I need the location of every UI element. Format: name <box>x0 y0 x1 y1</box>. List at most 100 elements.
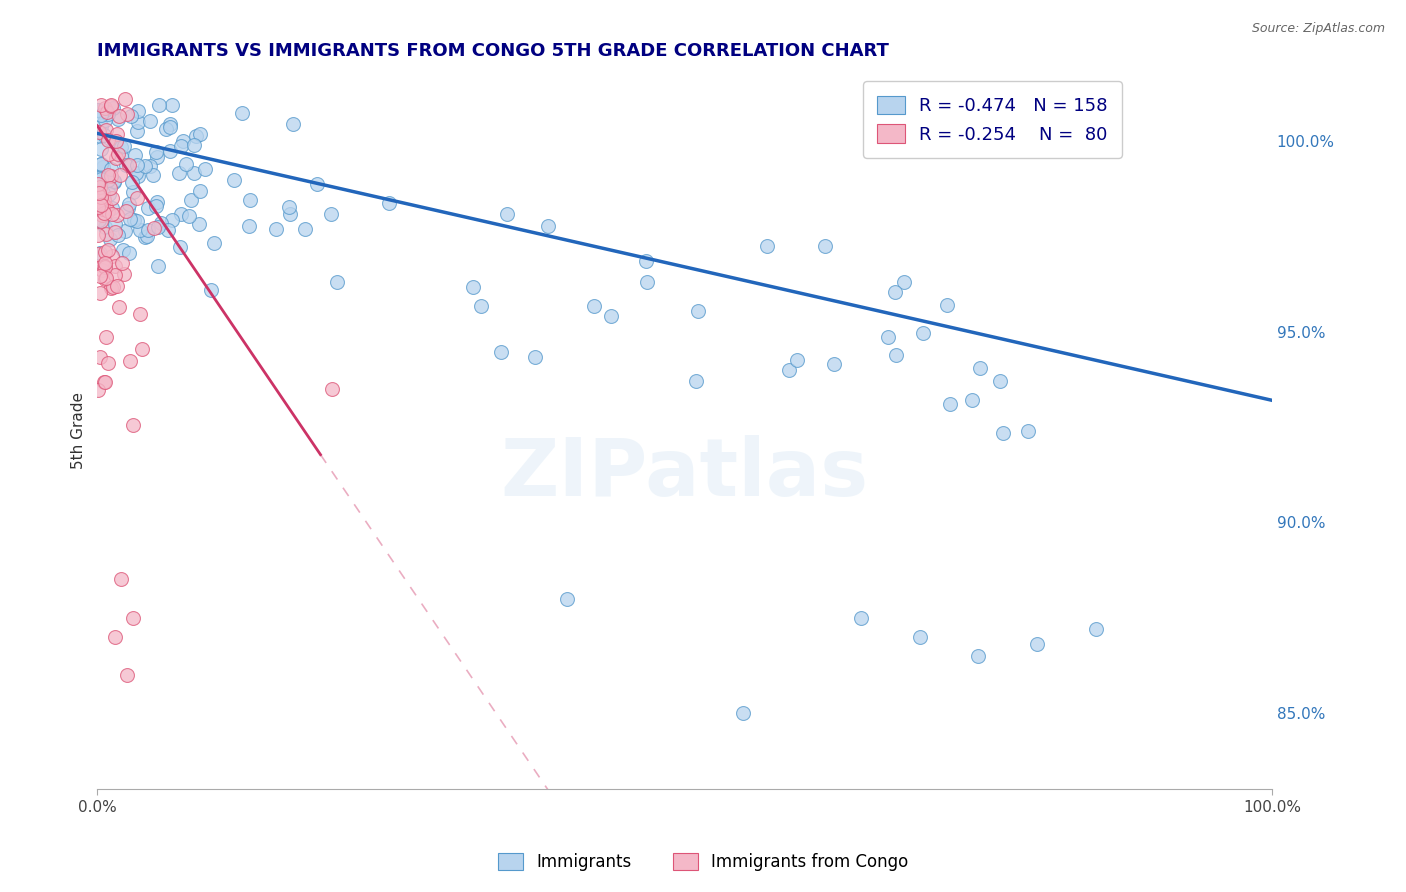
Point <box>120 109 142 123</box>
Point <box>278 200 301 214</box>
Point <box>893 275 915 289</box>
Point <box>127 104 149 119</box>
Point <box>111 243 134 257</box>
Point <box>139 114 162 128</box>
Point <box>101 280 124 294</box>
Point <box>89 179 111 194</box>
Point <box>555 591 578 606</box>
Point <box>90 157 112 171</box>
Y-axis label: 5th Grade: 5th Grade <box>72 392 86 469</box>
Point <box>321 207 343 221</box>
Point <box>104 217 127 231</box>
Point <box>93 189 115 203</box>
Point <box>94 245 117 260</box>
Point <box>125 158 148 172</box>
Point <box>89 103 111 118</box>
Point <box>156 223 179 237</box>
Point <box>115 106 138 120</box>
Point <box>112 267 135 281</box>
Point <box>91 208 114 222</box>
Point <box>238 194 260 208</box>
Point <box>94 270 117 285</box>
Point <box>114 92 136 106</box>
Point <box>111 256 134 270</box>
Point <box>124 147 146 161</box>
Point <box>686 304 709 318</box>
Point <box>90 98 112 112</box>
Point <box>87 246 110 260</box>
Point <box>94 219 117 234</box>
Point <box>146 260 169 274</box>
Point <box>122 186 145 200</box>
Point <box>118 246 141 260</box>
Point <box>98 181 121 195</box>
Point <box>134 230 156 244</box>
Point <box>87 125 110 139</box>
Point <box>969 360 991 375</box>
Point <box>537 219 560 234</box>
Point <box>108 168 131 182</box>
Point <box>98 187 121 202</box>
Point <box>117 158 139 172</box>
Point <box>814 239 837 253</box>
Point <box>100 281 122 295</box>
Point <box>90 170 112 185</box>
Point <box>121 610 143 624</box>
Point <box>1026 637 1049 651</box>
Point <box>91 186 114 200</box>
Point <box>89 351 111 365</box>
Point <box>93 193 115 207</box>
Point <box>908 630 931 644</box>
Point <box>96 169 118 184</box>
Point <box>91 196 114 211</box>
Point <box>91 258 114 272</box>
Point <box>87 213 110 227</box>
Point <box>90 120 112 134</box>
Point <box>463 280 485 294</box>
Point <box>86 188 108 202</box>
Point <box>94 103 117 117</box>
Point <box>756 238 779 252</box>
Point <box>170 207 193 221</box>
Point <box>134 159 156 173</box>
Point <box>127 169 149 183</box>
Point <box>110 149 132 163</box>
Point <box>101 207 124 221</box>
Point <box>278 207 301 221</box>
Point <box>131 343 153 357</box>
Point <box>93 272 115 286</box>
Point <box>155 122 177 136</box>
Point <box>786 352 808 367</box>
Point <box>231 105 253 120</box>
Point <box>117 202 139 216</box>
Point <box>103 268 125 282</box>
Point <box>128 307 150 321</box>
Point <box>101 101 124 115</box>
Point <box>104 225 127 239</box>
Point <box>136 222 159 236</box>
Point <box>87 227 110 242</box>
Point <box>93 128 115 142</box>
Point <box>110 573 132 587</box>
Point <box>125 191 148 205</box>
Point <box>991 425 1014 440</box>
Point <box>90 197 112 211</box>
Point <box>100 99 122 113</box>
Point <box>101 249 124 263</box>
Point <box>170 139 193 153</box>
Point <box>489 345 512 359</box>
Point <box>127 213 149 227</box>
Point <box>184 128 207 143</box>
Point <box>90 172 112 186</box>
Point <box>93 113 115 128</box>
Point <box>823 357 845 371</box>
Point <box>114 224 136 238</box>
Point <box>124 212 146 227</box>
Point <box>90 143 112 157</box>
Point <box>105 208 128 222</box>
Point <box>142 168 165 182</box>
Point <box>125 124 148 138</box>
Point <box>194 161 217 176</box>
Point <box>145 145 167 160</box>
Point <box>107 227 129 242</box>
